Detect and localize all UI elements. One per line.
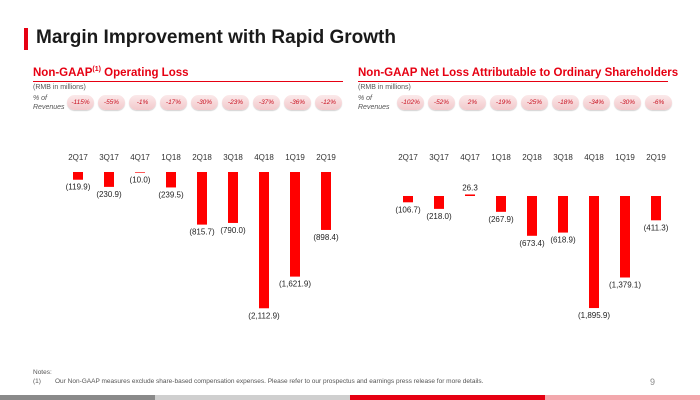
bar bbox=[403, 196, 413, 203]
value-label: (2,112.9) bbox=[248, 311, 280, 320]
value-label: (618.9) bbox=[550, 236, 576, 245]
pct-pill: -30% bbox=[191, 95, 218, 110]
left-chart-title: Non-GAAP(1) Operating Loss bbox=[33, 66, 189, 79]
pct-pill: -34% bbox=[583, 95, 610, 110]
pct-pill: -23% bbox=[222, 95, 249, 110]
notes: Notes: (1) Our Non-GAAP measures exclude … bbox=[33, 368, 483, 386]
pct-pill: -19% bbox=[490, 95, 517, 110]
pct-pill: 2% bbox=[459, 95, 486, 110]
bar bbox=[197, 172, 207, 225]
category-label: 3Q18 bbox=[553, 153, 573, 162]
bar bbox=[73, 172, 83, 180]
category-label: 4Q18 bbox=[584, 153, 604, 162]
pct-pill: -18% bbox=[552, 95, 579, 110]
bar bbox=[558, 196, 568, 233]
value-label: (1,895.9) bbox=[578, 311, 610, 320]
category-label: 2Q19 bbox=[646, 153, 666, 162]
notes-heading: Notes: bbox=[33, 369, 52, 376]
left-unit-label: (RMB in millions) bbox=[33, 84, 86, 91]
category-label: 1Q19 bbox=[615, 153, 635, 162]
category-label: 2Q17 bbox=[398, 153, 418, 162]
page-number: 9 bbox=[650, 377, 656, 387]
bar bbox=[166, 172, 176, 188]
pct-pill: -17% bbox=[160, 95, 187, 110]
left-pct-label: % of Revenues bbox=[33, 95, 65, 111]
value-label: (239.5) bbox=[158, 190, 184, 199]
value-label: (673.4) bbox=[519, 239, 545, 248]
pct-pill: -12% bbox=[315, 95, 342, 110]
value-label: (119.9) bbox=[66, 183, 91, 192]
category-label: 1Q18 bbox=[161, 153, 181, 162]
category-label: 2Q19 bbox=[316, 153, 336, 162]
left-bar-chart: 2Q17 (119.9) 3Q17 (230.9) 4Q17 (10.0) 1Q18 (239… bbox=[66, 153, 339, 320]
bar bbox=[434, 196, 444, 209]
pct-pill: -6% bbox=[645, 95, 672, 110]
category-label: 2Q18 bbox=[192, 153, 212, 162]
pct-pill: -55% bbox=[98, 95, 125, 110]
bar bbox=[620, 196, 630, 278]
footer-bar-gray-light bbox=[155, 395, 350, 400]
left-title-underline bbox=[33, 81, 343, 82]
value-label: (10.0) bbox=[130, 176, 151, 185]
value-label: (1,621.9) bbox=[279, 280, 311, 289]
footer-bar-red bbox=[350, 395, 545, 400]
pct-pill: -102% bbox=[397, 95, 424, 110]
pct-pill: -25% bbox=[521, 95, 548, 110]
value-label: (815.7) bbox=[189, 228, 215, 237]
category-label: 1Q18 bbox=[491, 153, 511, 162]
right-bar-chart: 2Q17 (106.7) 3Q17 (218.0) 4Q17 26.3 1Q18 (267.9… bbox=[395, 153, 669, 320]
footer-bar-pink bbox=[545, 395, 700, 400]
pct-pill: -115% bbox=[67, 95, 94, 110]
value-label: (790.0) bbox=[220, 226, 246, 235]
category-label: 2Q18 bbox=[522, 153, 542, 162]
bar bbox=[465, 194, 475, 196]
bar bbox=[589, 196, 599, 309]
category-label: 4Q17 bbox=[130, 153, 150, 162]
bar bbox=[496, 196, 506, 212]
right-chart-title: Non-GAAP Net Loss Attributable to Ordina… bbox=[358, 66, 679, 79]
right-title-underline bbox=[358, 81, 668, 82]
category-label: 4Q17 bbox=[460, 153, 480, 162]
right-pct-label: % of Revenues bbox=[358, 95, 390, 111]
pct-pill: -36% bbox=[284, 95, 311, 110]
value-label: (267.9) bbox=[488, 215, 514, 224]
note-1: (1) Our Non-GAAP measures exclude share-b… bbox=[33, 378, 484, 385]
value-label: (1,379.1) bbox=[609, 281, 641, 290]
bar bbox=[135, 172, 145, 173]
pct-pill: -37% bbox=[253, 95, 280, 110]
pct-pill: -52% bbox=[428, 95, 455, 110]
value-label: (230.9) bbox=[96, 190, 122, 199]
category-label: 3Q18 bbox=[223, 153, 243, 162]
category-label: 1Q19 bbox=[285, 153, 305, 162]
category-label: 4Q18 bbox=[254, 153, 274, 162]
value-label: 26.3 bbox=[462, 183, 478, 192]
category-label: 3Q17 bbox=[429, 153, 449, 162]
bar bbox=[651, 196, 661, 221]
bar bbox=[104, 172, 114, 187]
pct-pill: -30% bbox=[614, 95, 641, 110]
bar bbox=[228, 172, 238, 223]
pct-pill: -1% bbox=[129, 95, 156, 110]
bar bbox=[290, 172, 300, 277]
bar bbox=[259, 172, 269, 309]
footer-bar-gray-dark bbox=[0, 395, 155, 400]
title-accent-bar bbox=[24, 28, 28, 50]
category-label: 2Q17 bbox=[68, 153, 88, 162]
category-label: 3Q17 bbox=[99, 153, 119, 162]
bar bbox=[321, 172, 331, 230]
value-label: (411.3) bbox=[644, 223, 669, 232]
value-label: (106.7) bbox=[395, 205, 421, 214]
value-label: (218.0) bbox=[426, 212, 452, 221]
value-label: (898.4) bbox=[313, 233, 339, 242]
page-title: Margin Improvement with Rapid Growth bbox=[36, 27, 396, 48]
bar bbox=[527, 196, 537, 236]
right-unit-label: (RMB in millions) bbox=[358, 84, 411, 91]
